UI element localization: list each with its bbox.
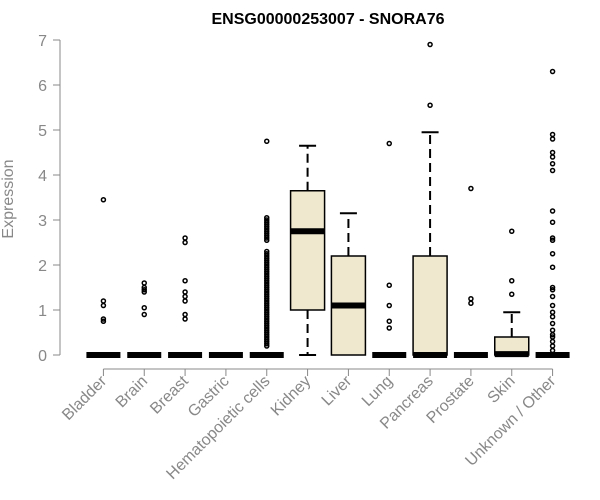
outlier-point <box>182 235 188 241</box>
box-group-kidney <box>289 144 326 356</box>
box-group-skin <box>494 228 530 358</box>
outlier-point <box>549 327 556 333</box>
y-tick-label: 7 <box>38 33 47 50</box>
outlier-point <box>468 296 474 302</box>
y-tick-label: 4 <box>38 168 47 185</box>
outlier-point <box>100 298 107 304</box>
y-axis-title: Expression <box>0 159 17 238</box>
outlier-point <box>549 264 556 270</box>
x-tick-label: Lung <box>359 373 396 410</box>
boxes-layer <box>86 41 570 358</box>
outlier-point <box>549 314 556 320</box>
outlier-point <box>386 282 392 288</box>
outlier-point <box>549 332 556 338</box>
outlier-point <box>100 302 107 309</box>
box-group-unknown-other <box>535 68 570 358</box>
outlier-point <box>549 251 556 257</box>
outlier-point <box>468 300 474 306</box>
outlier-point <box>549 320 556 327</box>
outlier-point <box>182 311 188 318</box>
outlier-point <box>427 41 433 48</box>
outlier-point <box>549 68 556 75</box>
y-tick-label: 3 <box>38 213 47 230</box>
x-tick-label: Kidney <box>268 373 315 420</box>
box-group-lung <box>372 140 407 358</box>
outlier-point <box>386 140 392 147</box>
outlier-point <box>509 291 515 297</box>
outlier-point <box>182 289 188 295</box>
outlier-point <box>100 316 107 322</box>
chart-title: ENSG00000253007 - SNORA76 <box>211 11 444 28</box>
outlier-point <box>549 302 556 309</box>
outlier-point <box>141 280 147 286</box>
outlier-point <box>182 278 188 284</box>
outlier-point <box>264 341 270 347</box>
box-group-pancreas <box>412 41 448 358</box>
outlier-point <box>509 278 515 284</box>
box-group-prostate <box>453 185 488 358</box>
outlier-point <box>182 293 188 300</box>
outlier-point <box>549 309 556 315</box>
outlier-point <box>549 154 556 160</box>
outlier-point <box>549 149 556 156</box>
outlier-point <box>549 293 556 300</box>
outlier-point <box>549 343 556 349</box>
box-group-bladder <box>86 197 121 358</box>
outlier-point <box>549 208 556 214</box>
outlier-point <box>549 347 556 354</box>
outlier-point <box>549 161 556 167</box>
outlier-point <box>549 284 556 291</box>
y-tick-label: 2 <box>38 258 47 275</box>
outlier-point <box>386 318 392 324</box>
outlier-point <box>182 316 188 322</box>
outlier-point <box>141 287 147 293</box>
x-tick-label: Bladder <box>59 372 110 423</box>
box-group-liver <box>330 212 367 356</box>
box-iqr <box>289 190 326 311</box>
outlier-point <box>386 325 392 331</box>
outlier-point <box>427 102 433 108</box>
outlier-point <box>182 239 188 246</box>
x-tick-label: Brain <box>113 373 151 411</box>
y-tick-label: 1 <box>38 303 47 320</box>
outlier-point <box>549 235 556 241</box>
box-group-brain <box>127 280 162 358</box>
outlier-point <box>264 235 270 241</box>
outlier-point <box>509 228 515 234</box>
outlier-point <box>386 302 392 309</box>
outlier-point <box>549 136 556 142</box>
outlier-point <box>549 167 556 174</box>
outlier-point <box>549 287 556 293</box>
y-tick-label: 5 <box>38 123 47 140</box>
outlier-point <box>141 289 147 295</box>
outlier-point <box>182 298 188 304</box>
outlier-point <box>100 197 107 203</box>
box-group-hematopoietic-cells <box>249 138 284 358</box>
outlier-point <box>141 305 147 311</box>
outlier-point <box>549 219 556 225</box>
x-tick-label: Skin <box>485 373 519 407</box>
box-group-breast <box>168 235 203 358</box>
outlier-point <box>264 343 270 349</box>
outlier-point <box>264 138 270 144</box>
y-tick-label: 0 <box>38 348 47 365</box>
outlier-point <box>549 237 556 243</box>
outlier-point <box>549 131 556 138</box>
outlier-point <box>141 311 147 318</box>
outlier-point <box>549 338 556 345</box>
outlier-point <box>468 185 474 192</box>
x-tick-label: Breast <box>147 372 192 417</box>
box-iqr <box>412 255 448 356</box>
y-tick-label: 6 <box>38 78 47 95</box>
outlier-point <box>264 237 270 243</box>
outlier-point <box>100 318 107 324</box>
x-tick-label: Liver <box>319 372 356 409</box>
y-axis: 0 1 2 3 4 5 6 7 <box>38 33 61 365</box>
